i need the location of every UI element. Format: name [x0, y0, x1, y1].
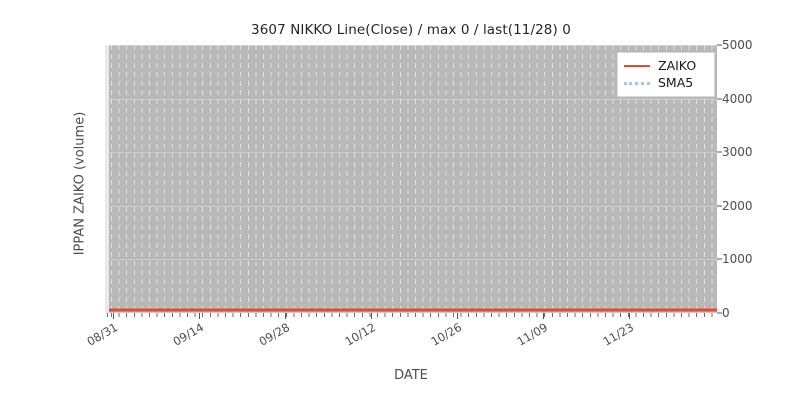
- legend-item-sma5: SMA5: [624, 74, 708, 91]
- ytick-label-5000: 5000: [722, 38, 753, 52]
- xtick-mark-0914: [199, 313, 200, 319]
- xaxis-minor-ticks: [105, 313, 717, 317]
- legend-label-zaiko: ZAIKO: [658, 58, 697, 73]
- plot-area: [105, 45, 717, 313]
- xtick-mark-1012: [371, 313, 372, 319]
- xtick-label-0914: 09/14: [170, 320, 207, 349]
- xtick-mark-1123: [629, 313, 630, 319]
- xtick-label-1012: 10/12: [342, 320, 379, 349]
- vertical-gridlines: [105, 45, 717, 313]
- ytick-mark-5000: [717, 44, 722, 46]
- legend-line-icon-sma5: [624, 77, 650, 89]
- ytick-mark-1000: [717, 258, 722, 260]
- legend-label-sma5: SMA5: [658, 75, 694, 90]
- ytick-label-4000: 4000: [722, 91, 753, 106]
- ytick-mark-4000: [717, 98, 722, 100]
- xtick-mark-0928: [285, 313, 286, 319]
- legend-line-icon-zaiko: [624, 60, 650, 72]
- chart-legend: ZAIKO SMA5: [617, 52, 715, 97]
- ytick-label-3000: 3000: [722, 145, 753, 160]
- xtick-label-0831: 08/31: [84, 320, 121, 349]
- ytick-label-0: 0: [722, 306, 730, 320]
- xtick-label-1109: 11/09: [514, 320, 551, 349]
- xtick-label-1123: 11/23: [600, 320, 637, 349]
- series-lines: [107, 308, 717, 313]
- ytick-mark-3000: [717, 151, 722, 153]
- ytick-label-1000: 1000: [722, 252, 753, 267]
- xtick-mark-0831: [113, 313, 114, 319]
- ytick-mark-2000: [717, 205, 722, 207]
- x-axis-title: DATE: [394, 368, 428, 383]
- y-axis-title: IPPAN ZAIKO (volume): [72, 111, 88, 256]
- legend-item-zaiko: ZAIKO: [624, 57, 708, 74]
- xtick-mark-1026: [457, 313, 458, 319]
- chart-title: 3607 NIKKO Line(Close) / max 0 / last(11…: [251, 22, 571, 38]
- ytick-label-2000: 2000: [722, 198, 753, 213]
- xtick-label-0928: 09/28: [256, 320, 293, 349]
- plot-left-margin-strip: [105, 45, 109, 313]
- horizontal-gridlines: [105, 45, 717, 313]
- xtick-label-1026: 10/26: [428, 320, 465, 349]
- ytick-mark-0: [717, 312, 722, 314]
- xtick-mark-1109: [543, 313, 544, 319]
